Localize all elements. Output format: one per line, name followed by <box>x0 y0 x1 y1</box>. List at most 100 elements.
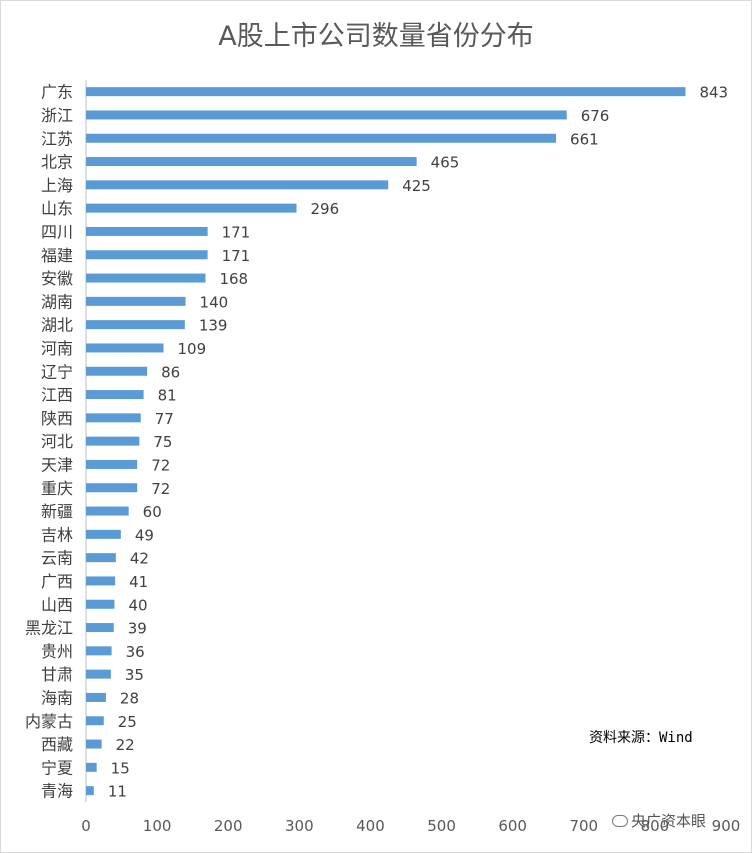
x-tick-label-8: 800 <box>641 817 670 835</box>
category-label-18: 新疆 <box>41 502 73 521</box>
value-label-16: 72 <box>151 456 170 474</box>
value-label-20: 42 <box>130 550 149 568</box>
value-label-25: 35 <box>125 666 144 684</box>
x-tick-label-9: 900 <box>712 817 741 835</box>
value-label-23: 39 <box>128 620 147 638</box>
watermark: 央广资本眼 <box>612 810 706 831</box>
value-label-19: 49 <box>135 526 154 544</box>
category-label-19: 吉林 <box>41 525 73 544</box>
bar-1 <box>86 110 567 120</box>
value-label-1: 676 <box>581 107 610 125</box>
chart-title: A股上市公司数量省份分布 <box>218 21 534 52</box>
category-label-24: 贵州 <box>41 642 73 661</box>
bar-17 <box>86 483 138 493</box>
bar-27 <box>86 716 104 726</box>
category-label-8: 安徽 <box>41 269 73 288</box>
value-label-22: 40 <box>128 596 147 614</box>
wechat-icon <box>612 814 628 827</box>
x-tick-label-3: 300 <box>285 817 314 835</box>
bar-11 <box>86 343 164 353</box>
bar-26 <box>86 692 106 702</box>
bar-7 <box>86 250 208 260</box>
category-label-10: 湖北 <box>41 316 73 335</box>
value-label-12: 86 <box>161 363 180 381</box>
bar-16 <box>86 459 138 469</box>
category-label-26: 海南 <box>41 688 73 707</box>
category-label-29: 宁夏 <box>41 758 73 777</box>
category-label-1: 浙江 <box>41 106 73 125</box>
value-label-14: 77 <box>155 410 174 428</box>
bar-8 <box>86 273 206 283</box>
category-label-7: 福建 <box>41 246 73 265</box>
category-label-14: 陕西 <box>41 409 73 428</box>
category-label-22: 山西 <box>41 595 73 614</box>
value-label-27: 25 <box>118 713 137 731</box>
bar-3 <box>86 157 417 167</box>
bar-18 <box>86 506 129 516</box>
bar-30 <box>86 786 94 796</box>
bar-10 <box>86 320 185 330</box>
category-label-11: 河南 <box>41 339 73 358</box>
category-label-30: 青海 <box>41 782 73 801</box>
category-label-13: 江西 <box>41 386 73 405</box>
category-label-12: 辽宁 <box>41 362 73 381</box>
x-tick-label-0: 0 <box>81 817 91 835</box>
bar-19 <box>86 529 121 539</box>
bar-5 <box>86 203 297 213</box>
value-label-28: 22 <box>116 736 135 754</box>
x-tick-label-7: 700 <box>569 817 598 835</box>
value-label-5: 296 <box>310 200 339 218</box>
category-label-0: 广东 <box>41 83 73 102</box>
bar-6 <box>86 226 208 236</box>
bar-13 <box>86 390 144 400</box>
category-label-15: 河北 <box>41 432 73 451</box>
category-label-6: 四川 <box>41 222 73 241</box>
category-label-27: 内蒙古 <box>25 712 73 731</box>
value-label-17: 72 <box>151 480 170 498</box>
bar-25 <box>86 669 111 679</box>
bar-9 <box>86 296 186 306</box>
category-label-4: 上海 <box>41 176 73 195</box>
bar-21 <box>86 576 116 586</box>
category-label-3: 北京 <box>41 153 73 172</box>
source-note: 资料来源：Wind <box>589 730 693 746</box>
x-tick-label-5: 500 <box>427 817 456 835</box>
category-label-9: 湖南 <box>41 292 73 311</box>
value-label-2: 661 <box>570 130 599 148</box>
value-label-26: 28 <box>120 689 139 707</box>
bar-14 <box>86 413 141 423</box>
category-label-21: 广西 <box>41 572 73 591</box>
bar-15 <box>86 436 140 446</box>
value-label-4: 425 <box>402 177 431 195</box>
value-label-7: 171 <box>222 247 251 265</box>
value-label-3: 465 <box>431 154 460 172</box>
value-label-18: 60 <box>143 503 162 521</box>
watermark-text: 央广资本眼 <box>631 812 707 830</box>
bar-12 <box>86 366 148 376</box>
bar-24 <box>86 646 112 656</box>
value-label-11: 109 <box>178 340 207 358</box>
category-label-28: 西藏 <box>41 735 73 754</box>
bar-20 <box>86 553 116 563</box>
value-label-15: 75 <box>153 433 172 451</box>
bar-28 <box>86 739 102 749</box>
x-tick-label-6: 600 <box>498 817 527 835</box>
bar-2 <box>86 133 557 143</box>
category-label-16: 天津 <box>41 455 73 474</box>
category-label-20: 云南 <box>41 549 73 568</box>
value-label-29: 15 <box>111 759 130 777</box>
category-label-23: 黑龙江 <box>25 619 73 638</box>
bar-23 <box>86 623 114 633</box>
bar-22 <box>86 599 115 609</box>
value-label-9: 140 <box>200 293 229 311</box>
value-label-10: 139 <box>199 317 228 335</box>
value-label-21: 41 <box>129 573 148 591</box>
category-label-17: 重庆 <box>41 479 73 498</box>
x-tick-label-2: 200 <box>214 817 243 835</box>
x-tick-label-1: 100 <box>143 817 172 835</box>
value-label-30: 11 <box>108 783 127 801</box>
value-label-6: 171 <box>222 223 251 241</box>
category-label-5: 山东 <box>41 199 73 218</box>
value-label-8: 168 <box>219 270 248 288</box>
